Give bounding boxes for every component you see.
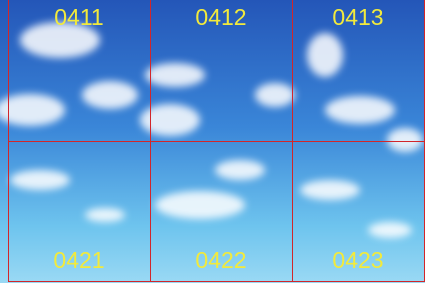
cell-label: 0421 <box>53 247 104 273</box>
cell-label: 0423 <box>332 247 383 273</box>
cell-label: 0411 <box>54 4 103 30</box>
sky-grid-view: 0411 0412 0413 0421 0422 0423 <box>0 0 425 283</box>
cell-label: 0413 <box>332 4 383 30</box>
cell-label: 0422 <box>195 247 246 273</box>
cell-label: 0412 <box>195 4 246 30</box>
